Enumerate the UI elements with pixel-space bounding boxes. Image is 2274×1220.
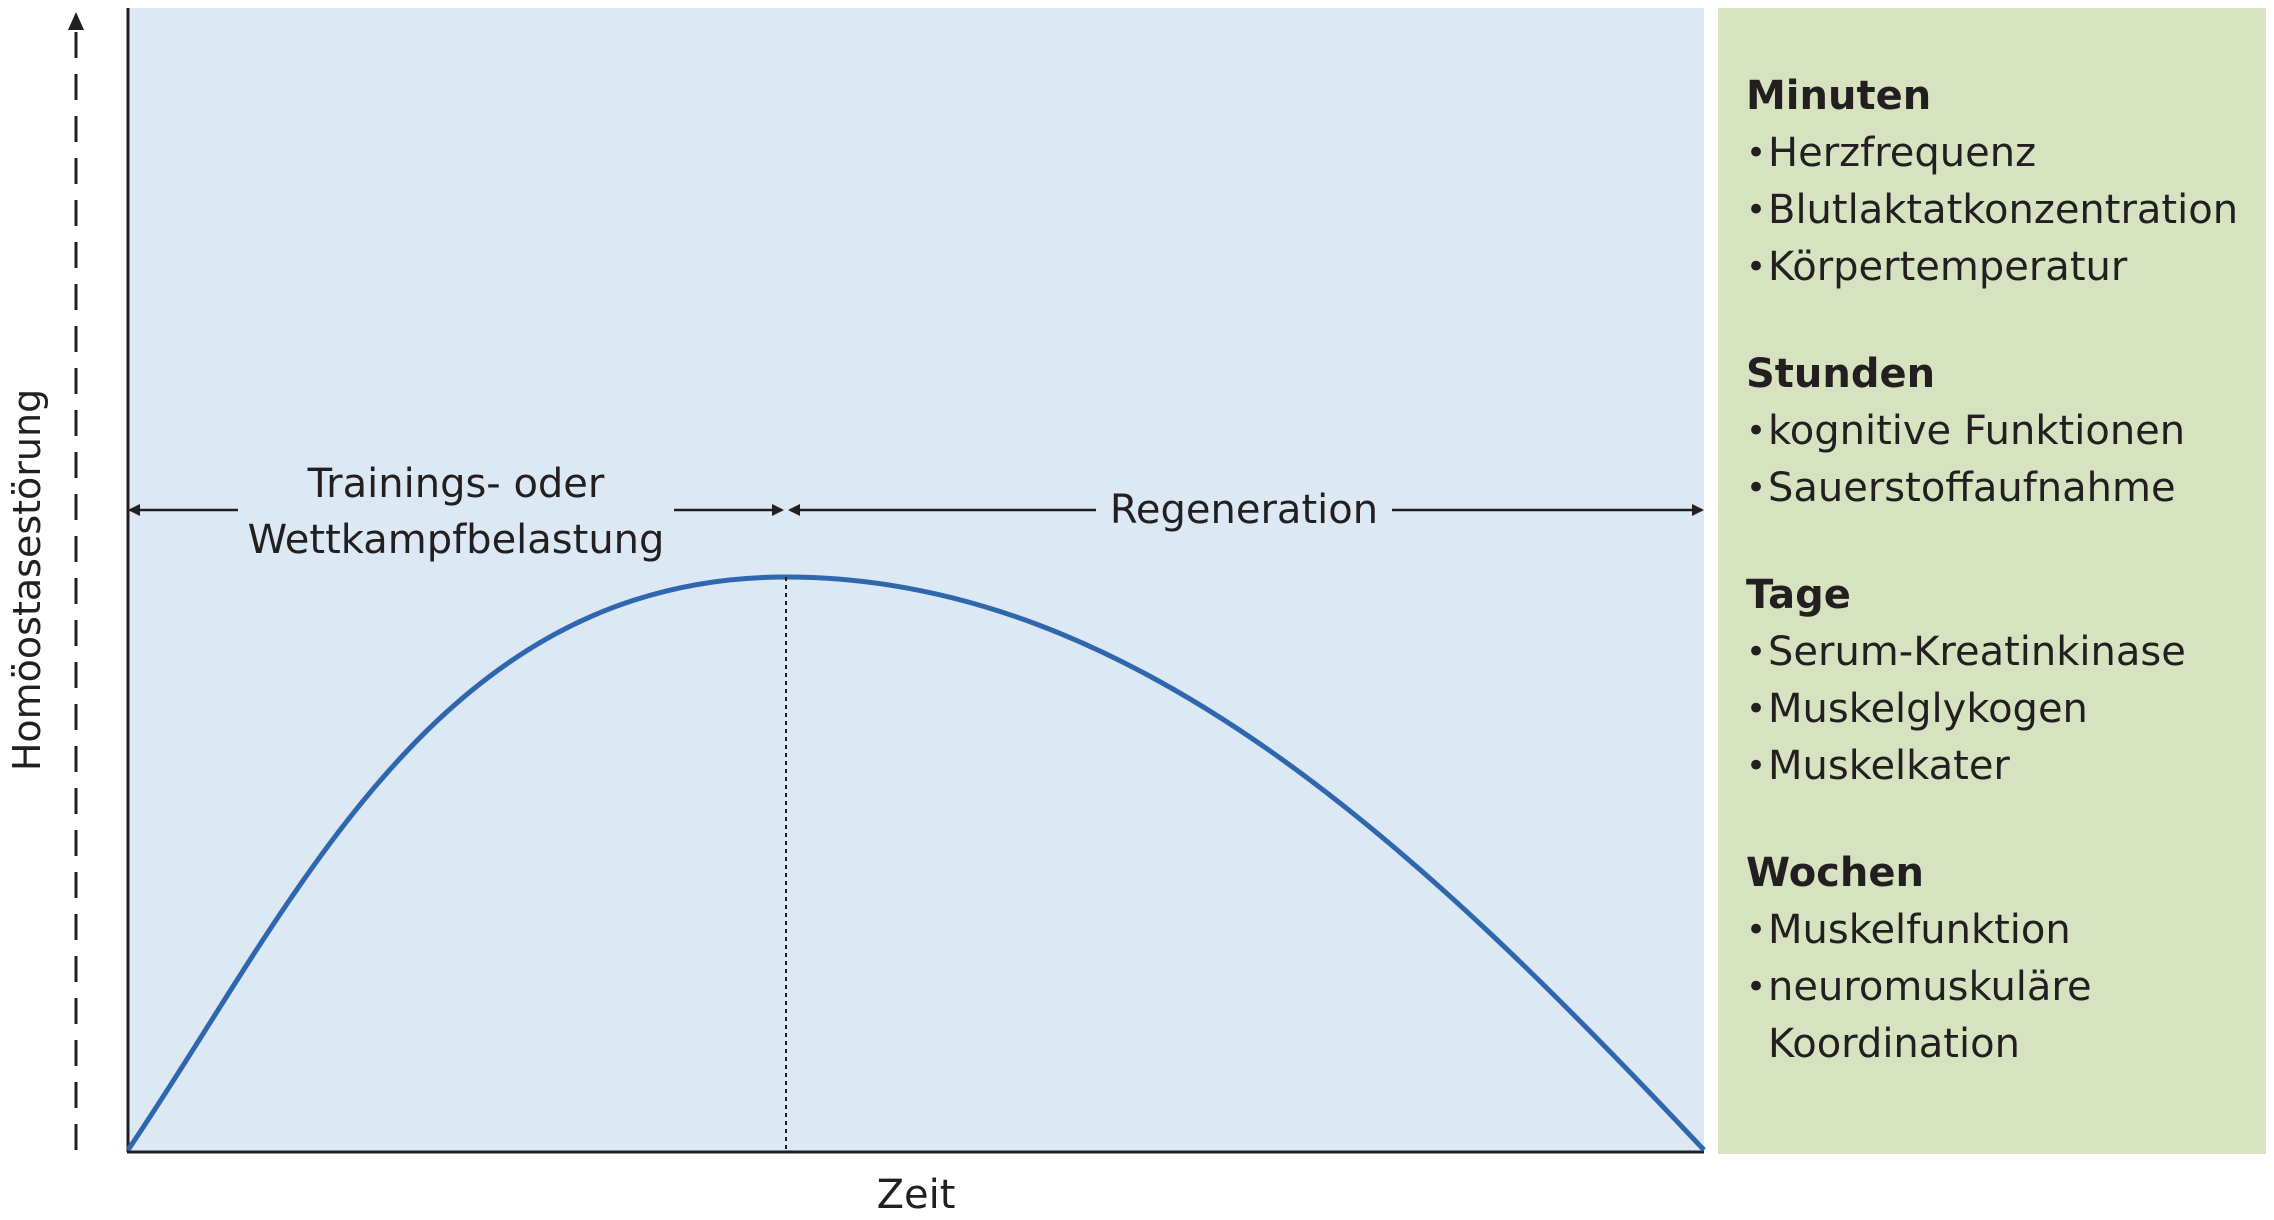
timescale-group-hours: Stunden kognitive Funktionen Sauerstoffa… [1746, 346, 2266, 517]
load-phase-label-line2: Wettkampfbelastung [248, 517, 665, 563]
y-axis-arrow-icon [68, 12, 84, 30]
load-phase-label-line1: Trainings- oder [307, 461, 605, 507]
timescale-group-weeks: Wochen Muskelfunktion neuromuskuläre Koo… [1746, 845, 2266, 1073]
timescale-title: Stunden [1746, 351, 1936, 397]
marker-item: Sauerstoffaufnahme [1746, 460, 2266, 517]
plot-area-background [128, 8, 1704, 1152]
timescale-title: Minuten [1746, 73, 1932, 119]
marker-item: Körpertemperatur [1746, 239, 2266, 296]
homeostasis-disturbance-curve [125, 574, 1706, 1152]
x-axis-label: Zeit [877, 1172, 956, 1218]
marker-item: Serum-Kreatinkinase [1746, 624, 2266, 681]
recovery-timescale-panel: Minuten Herzfrequenz Blutlaktatkonzentra… [1718, 8, 2266, 1154]
recovery-phase-label: Regeneration [1110, 487, 1378, 533]
marker-item: Herzfrequenz [1746, 125, 2266, 182]
timescale-group-minutes: Minuten Herzfrequenz Blutlaktatkonzentra… [1746, 68, 2266, 296]
marker-item: Muskelkater [1746, 738, 2266, 795]
marker-item: Muskelglykogen [1746, 681, 2266, 738]
marker-list: Herzfrequenz Blutlaktatkonzentration Kör… [1746, 125, 2266, 296]
marker-list: Muskelfunktion neuromuskuläre Koordinati… [1746, 902, 2266, 1073]
marker-item: Muskelfunktion [1746, 902, 2266, 959]
timescale-group-days: Tage Serum-Kreatinkinase Muskelglykogen … [1746, 567, 2266, 795]
marker-item: Blutlaktatkonzentration [1746, 182, 2266, 239]
timescale-title: Wochen [1746, 850, 1924, 896]
marker-list: Serum-Kreatinkinase Muskelglykogen Muske… [1746, 624, 2266, 795]
marker-item: kognitive Funktionen [1746, 403, 2266, 460]
y-axis-label: Homöostasestörung [5, 389, 49, 771]
marker-item: neuromuskuläre Koordination [1746, 959, 2092, 1073]
timescale-title: Tage [1746, 572, 1851, 618]
marker-list: kognitive Funktionen Sauerstoffaufnahme [1746, 403, 2266, 517]
